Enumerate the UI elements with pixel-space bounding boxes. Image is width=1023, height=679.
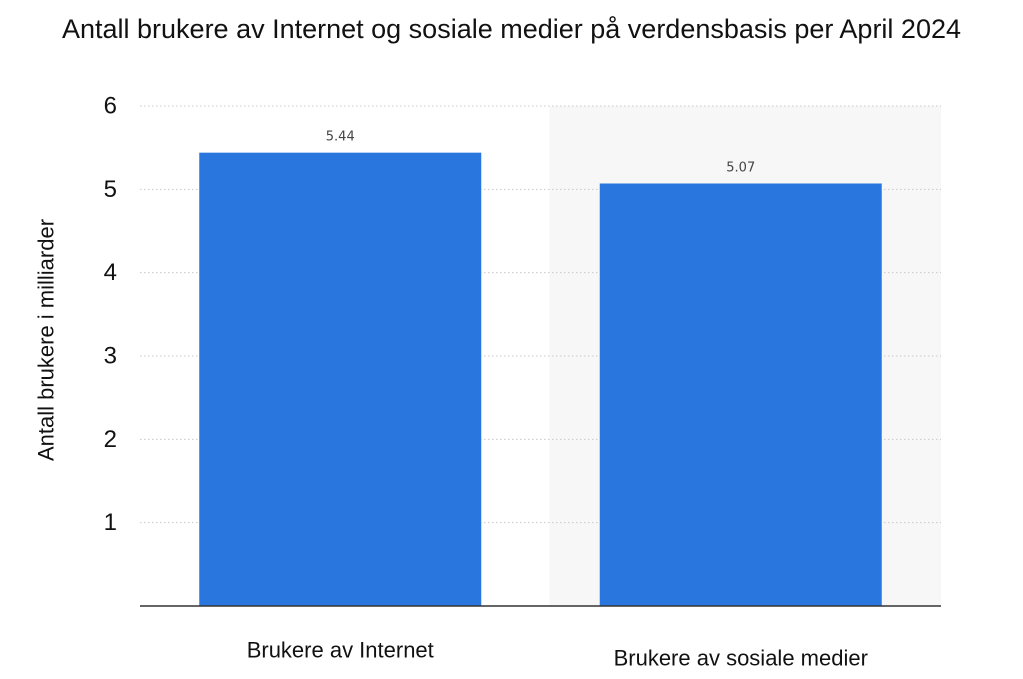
data-label-1: 5.44 (326, 130, 355, 145)
bar-1 (199, 152, 482, 606)
y-tick-label-5: 5 (104, 176, 117, 203)
bar-2 (599, 183, 882, 606)
y-tick-label-2: 2 (104, 426, 117, 453)
y-tick-label-6: 6 (104, 93, 117, 120)
category-label-2: Brukere av sosiale medier (614, 646, 868, 671)
category-label-1: Brukere av Internet (247, 638, 434, 663)
data-label-2: 5.07 (726, 161, 755, 176)
y-tick-label-1: 1 (104, 509, 117, 536)
y-axis-title: Antall brukere i milliarder (34, 219, 59, 461)
y-tick-label-4: 4 (104, 259, 117, 286)
chart-title: Antall brukere av Internet og sosiale me… (61, 14, 961, 44)
y-tick-label-3: 3 (104, 343, 117, 370)
